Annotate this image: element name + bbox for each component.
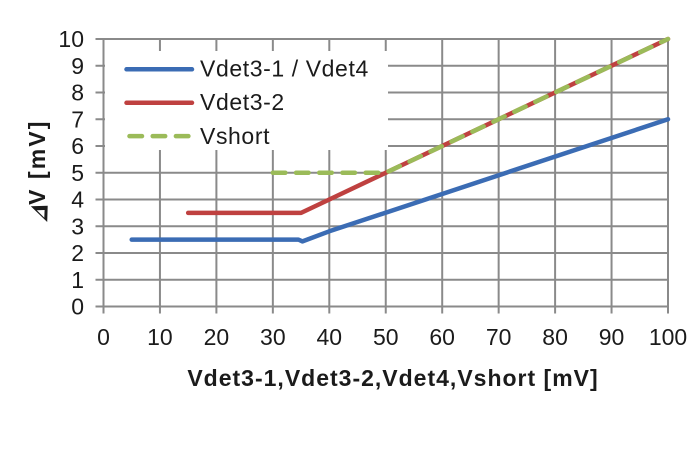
svg-text:20: 20 [204, 324, 230, 350]
svg-text:4: 4 [71, 187, 84, 213]
svg-text:5: 5 [71, 160, 84, 186]
svg-text:8: 8 [71, 80, 84, 106]
svg-text:1: 1 [71, 267, 84, 293]
svg-text:10: 10 [58, 26, 84, 52]
svg-text:90: 90 [599, 324, 625, 350]
svg-text:30: 30 [260, 324, 286, 350]
svg-text:6: 6 [71, 133, 84, 159]
svg-text:0: 0 [71, 294, 84, 320]
svg-text:2: 2 [71, 240, 84, 266]
svg-text:40: 40 [317, 324, 343, 350]
svg-text:60: 60 [429, 324, 455, 350]
svg-text:9: 9 [71, 53, 84, 79]
svg-text:70: 70 [486, 324, 512, 350]
svg-text:50: 50 [373, 324, 399, 350]
svg-text:100: 100 [649, 324, 687, 350]
svg-text:Vshort: Vshort [200, 123, 270, 149]
svg-text:7: 7 [71, 106, 84, 132]
svg-text:Vdet3-1,Vdet3-2,Vdet4,Vshort [: Vdet3-1,Vdet3-2,Vdet4,Vshort [mV] [187, 365, 598, 391]
svg-text:3: 3 [71, 213, 84, 239]
svg-text:Vdet3-1 / Vdet4: Vdet3-1 / Vdet4 [200, 55, 369, 81]
svg-text:10: 10 [147, 324, 173, 350]
svg-text:80: 80 [542, 324, 568, 350]
svg-text:0: 0 [97, 324, 110, 350]
svg-text:Vdet3-2: Vdet3-2 [200, 89, 285, 115]
